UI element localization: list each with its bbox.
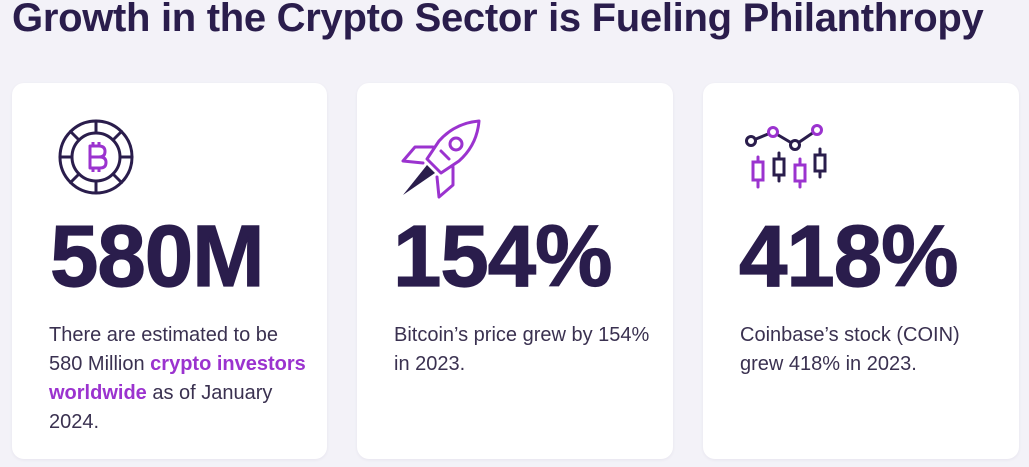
page-title: Growth in the Crypto Sector is Fueling P…: [12, 0, 984, 40]
desc-highlight: crypto investors worldwide: [49, 353, 306, 404]
stat-description: Bitcoin’s price grew by 154% in 2023.: [394, 324, 650, 375]
candlestick-chart-icon: [745, 121, 835, 201]
desc-text: as of January 2024.: [49, 382, 273, 433]
desc-text: There are estimated to be 580 Million: [49, 324, 279, 375]
stat-value: 580M: [49, 208, 265, 305]
stat-card-bitcoin: 154% Bitcoin’s price grew by 154% in 202…: [357, 83, 673, 459]
rocket-icon: [397, 117, 487, 201]
stat-value: 154%: [392, 208, 613, 305]
stat-description: There are estimated to be 580 Million cr…: [49, 321, 309, 437]
stat-value: 418%: [738, 208, 959, 305]
stat-description: Coinbase’s stock (COIN) grew 418% in 202…: [740, 324, 960, 375]
stat-card-coinbase: 418% Coinbase’s stock (COIN) grew 418% i…: [703, 83, 1019, 459]
bitcoin-coin-icon: [56, 117, 136, 197]
stat-card-investors: 580M There are estimated to be 580 Milli…: [12, 83, 327, 459]
